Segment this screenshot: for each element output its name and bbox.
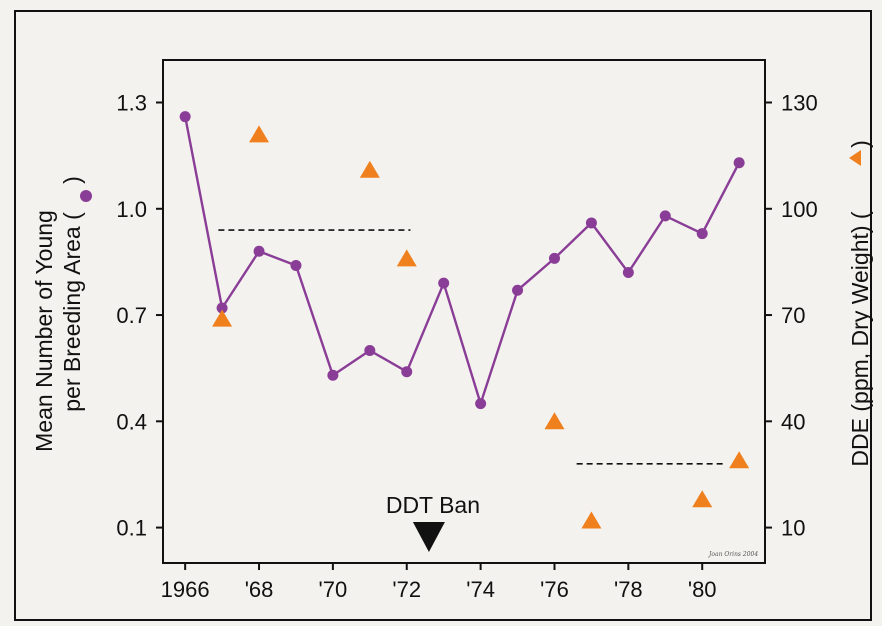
young-point xyxy=(179,111,191,123)
dde-point xyxy=(692,490,713,508)
y-right-tick-label: 100 xyxy=(781,197,818,222)
dde-point xyxy=(212,309,233,327)
young-point xyxy=(548,252,560,264)
y-left-tick-label: 1.3 xyxy=(116,91,147,116)
triangle-legend-icon xyxy=(849,150,861,166)
y-right-title-main: DDE (ppm, Dry Weight) ( xyxy=(847,211,873,467)
young-point xyxy=(585,217,597,229)
young-series-line xyxy=(184,116,741,405)
y-left-axis-title: Mean Number of Young per Breeding Area (… xyxy=(31,176,92,452)
x-tick-label: '76 xyxy=(540,577,569,602)
dde-point xyxy=(359,160,380,178)
x-tick-label: '74 xyxy=(466,577,495,602)
y-left-tick-label: 0.4 xyxy=(116,409,147,434)
young-point xyxy=(475,398,487,410)
young-point xyxy=(622,267,634,279)
young-point xyxy=(438,277,450,289)
reference-lines xyxy=(218,229,725,465)
y-left-title-close: ) xyxy=(59,176,85,184)
y-left-title-line2: per Breeding Area ( xyxy=(59,212,85,412)
young-point xyxy=(253,245,265,257)
y-right-title-close: ) xyxy=(847,140,873,148)
down-arrow-icon xyxy=(412,522,445,552)
dde-point xyxy=(729,451,750,469)
young-series xyxy=(179,111,745,410)
young-point xyxy=(401,366,413,378)
circle-legend-icon xyxy=(80,190,92,202)
young-point xyxy=(733,157,745,169)
x-tick-label: '72 xyxy=(392,577,421,602)
dde-point xyxy=(581,511,602,529)
young-point xyxy=(364,344,376,356)
ddt-ban-label: DDT Ban xyxy=(386,492,480,518)
dde-point xyxy=(396,249,417,267)
young-point xyxy=(696,228,708,240)
y-left-axis: 0.1 0.4 0.7 1.0 1.3 xyxy=(116,91,163,541)
credit-text: Joan Orins 2004 xyxy=(707,551,758,558)
y-left-title-line1: Mean Number of Young xyxy=(31,210,57,452)
young-point xyxy=(216,302,228,314)
y-right-tick-label: 10 xyxy=(781,516,805,541)
x-tick-label: '70 xyxy=(319,577,348,602)
plot-area xyxy=(162,59,766,564)
ddt-ban-annotation: DDT Ban xyxy=(386,492,480,552)
y-left-tick-label: 1.0 xyxy=(116,197,147,222)
x-tick-label: '78 xyxy=(614,577,643,602)
y-right-tick-label: 40 xyxy=(781,409,805,434)
dde-series xyxy=(212,125,750,529)
x-tick-label: 1966 xyxy=(161,577,210,602)
dde-point xyxy=(544,412,565,430)
y-right-tick-label: 70 xyxy=(781,303,805,328)
y-right-tick-label: 130 xyxy=(781,91,818,116)
x-tick-label: '68 xyxy=(245,577,274,602)
y-left-tick-label: 0.7 xyxy=(116,303,147,328)
x-axis: 1966 '68 '70 '72 '74 '76 '78 '80 xyxy=(161,563,717,602)
young-point xyxy=(290,259,302,271)
young-point xyxy=(659,210,671,222)
y-left-tick-label: 0.1 xyxy=(116,516,147,541)
x-tick-label: '80 xyxy=(688,577,717,602)
young-point xyxy=(512,284,524,296)
dde-point xyxy=(249,125,270,143)
young-point xyxy=(327,369,339,381)
y-right-axis-title: DDE (ppm, Dry Weight) ( ) xyxy=(847,140,873,466)
y-right-axis: 10 40 70 100 130 xyxy=(765,91,818,541)
